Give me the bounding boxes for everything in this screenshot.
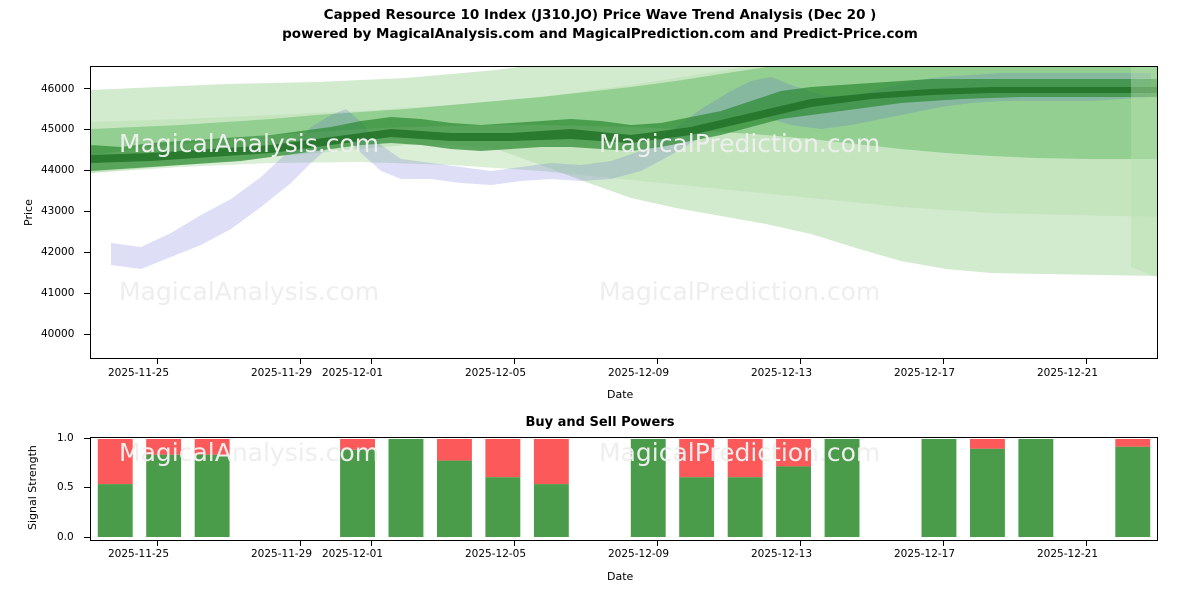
buy-power-bar [533, 484, 569, 537]
right-edge-band [1131, 67, 1157, 277]
lower-chart-title: Buy and Sell Powers [525, 415, 675, 430]
upper-xtick-6: 2025-12-17 [894, 367, 956, 379]
upper-xtick-4: 2025-12-09 [608, 367, 670, 379]
buy-power-bar [388, 439, 424, 537]
lower-ytick-05: 0.5 [57, 481, 74, 493]
buy-power-bar [630, 439, 666, 537]
sell-power-bar [679, 439, 715, 478]
buy-power-bar [970, 448, 1005, 537]
buy-power-bar [146, 454, 182, 537]
lower-xtick-0: 2025-11-25 [108, 548, 170, 560]
lower-ytick-0: 0.0 [57, 531, 74, 543]
buy-power-bar [1115, 446, 1151, 537]
upper-ytick-43000: 43000 [41, 205, 75, 217]
upper-xtick-5: 2025-12-13 [751, 367, 813, 379]
buy-power-bar [437, 460, 472, 537]
upper-xtick-1: 2025-11-29 [251, 367, 313, 379]
lower-xtick-1: 2025-11-29 [251, 548, 313, 560]
upper-ytick-40000: 40000 [41, 328, 75, 340]
watermark-prediction-3: MagicalPrediction.com [599, 438, 881, 467]
buy-power-bar [679, 477, 715, 537]
core-trend-line [91, 87, 1157, 163]
buy-power-bar [1018, 439, 1054, 537]
buy-power-bar [727, 477, 763, 537]
buy-power-bar [194, 454, 230, 537]
core-trend-band [91, 79, 1157, 171]
buy-sell-powers-chart: MagicalAnalysis.com MagicalPrediction.co… [90, 437, 1158, 541]
lower-y-axis-label: Signal Strength [26, 445, 39, 530]
buy-sell-bars-svg [97, 439, 1151, 537]
watermark-prediction-2: MagicalPrediction.com [599, 277, 881, 306]
sell-power-bar [727, 439, 763, 478]
sell-power-bar [776, 439, 811, 467]
upper-ytick-45000: 45000 [41, 123, 75, 135]
chart-title-block: Capped Resource 10 Index (J310.JO) Price… [0, 6, 1200, 44]
upper-x-axis-label: Date [607, 388, 634, 401]
price-wave-svg [91, 67, 1157, 277]
upper-xtick-2: 2025-12-01 [322, 367, 384, 379]
sell-power-bar [146, 439, 182, 455]
lower-xtick-6: 2025-12-17 [894, 548, 956, 560]
upper-ytick-41000: 41000 [41, 287, 75, 299]
watermark-analysis-3: MagicalAnalysis.com [119, 438, 380, 467]
buy-power-bar [340, 449, 375, 537]
lower-xtick-2: 2025-12-01 [322, 548, 384, 560]
lower-ytick-1: 1.0 [57, 432, 74, 444]
watermark-analysis-1: MagicalAnalysis.com [119, 129, 380, 158]
upper-xtick-3: 2025-12-05 [465, 367, 527, 379]
upper-xtick-0: 2025-11-25 [108, 367, 170, 379]
buy-power-bar [921, 439, 957, 537]
upper-xtick-7: 2025-12-21 [1037, 367, 1099, 379]
sell-power-bar [194, 439, 230, 455]
upper-ytick-46000: 46000 [41, 83, 75, 95]
watermark-analysis-2: MagicalAnalysis.com [119, 277, 380, 306]
upper-ytick-44000: 44000 [41, 164, 75, 176]
page-subtitle: powered by MagicalAnalysis.com and Magic… [282, 26, 918, 42]
watermark-prediction-1: MagicalPrediction.com [599, 129, 881, 158]
blue-wave-band [111, 73, 1151, 269]
lower-xtick-5: 2025-12-13 [751, 548, 813, 560]
buy-power-bar [97, 484, 133, 537]
buy-power-bar [824, 439, 860, 537]
sell-power-bar [97, 439, 133, 485]
sell-power-bar [340, 439, 375, 450]
price-wave-chart: MagicalAnalysis.com MagicalPrediction.co… [90, 66, 1158, 359]
upper-y-axis-label: Price [22, 199, 35, 226]
sell-power-bar [485, 439, 521, 478]
lower-xtick-3: 2025-12-05 [465, 548, 527, 560]
sell-power-bar [533, 439, 569, 485]
buy-power-bar [776, 466, 811, 537]
buy-power-bar [485, 477, 521, 537]
lower-xtick-7: 2025-12-21 [1037, 548, 1099, 560]
sell-power-bar [437, 439, 472, 461]
lower-xtick-4: 2025-12-09 [608, 548, 670, 560]
sell-power-bar [1115, 439, 1151, 447]
upper-ytick-42000: 42000 [41, 246, 75, 258]
lower-x-axis-label: Date [607, 570, 634, 583]
sell-power-bar [970, 439, 1005, 449]
page-title: Capped Resource 10 Index (J310.JO) Price… [323, 7, 877, 23]
